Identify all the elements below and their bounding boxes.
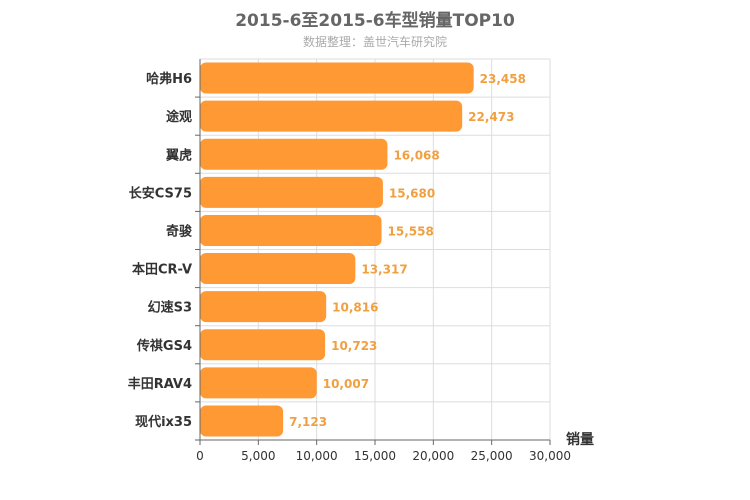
y-tick-label: 途观 bbox=[166, 109, 192, 125]
chart-subtitle: 数据整理：盖世汽车研究院 bbox=[302, 35, 447, 49]
x-tick-label: 0 bbox=[196, 449, 204, 463]
bar bbox=[200, 329, 326, 361]
y-tick-label: 翼虎 bbox=[165, 147, 192, 163]
y-tick-label: 现代ix35 bbox=[135, 414, 192, 430]
data-label: 10,723 bbox=[331, 339, 377, 353]
data-label: 23,458 bbox=[480, 72, 526, 86]
bar bbox=[200, 405, 284, 437]
y-tick-label: 长安CS75 bbox=[129, 185, 192, 201]
data-label: 16,068 bbox=[393, 148, 439, 162]
x-tick-label: 10,000 bbox=[296, 449, 338, 463]
data-label: 7,123 bbox=[289, 415, 327, 429]
data-label: 15,558 bbox=[388, 224, 434, 238]
y-tick-label: 丰田RAV4 bbox=[128, 376, 192, 392]
data-label: 13,317 bbox=[361, 263, 407, 277]
data-label: 10,816 bbox=[332, 301, 378, 315]
bar bbox=[200, 62, 474, 94]
bars: 23,458 22,473 16,068 15,680 15,558 13,317 10,8… bbox=[200, 62, 526, 437]
x-tick-label: 15,000 bbox=[354, 449, 396, 463]
y-tick-label: 奇骏 bbox=[166, 223, 193, 239]
y-tick-label: 本田CR-V bbox=[132, 262, 192, 278]
data-label: 15,680 bbox=[389, 186, 435, 200]
x-tick-label: 20,000 bbox=[412, 449, 454, 463]
bar bbox=[200, 367, 317, 399]
x-tick-label: 5,000 bbox=[241, 449, 275, 463]
data-label: 10,007 bbox=[323, 377, 369, 391]
x-axis-title: 销量 bbox=[566, 431, 594, 448]
bar bbox=[200, 176, 383, 208]
x-tick-label: 25,000 bbox=[471, 449, 513, 463]
bar bbox=[200, 138, 388, 170]
y-tick-label: 传祺GS4 bbox=[136, 338, 192, 354]
bar bbox=[200, 253, 356, 285]
bar bbox=[200, 100, 463, 132]
chart-title: 2015-6至2015-6车型销量TOP10 bbox=[235, 11, 515, 31]
y-tick-label: 哈弗H6 bbox=[146, 71, 192, 87]
x-tick-label: 30,000 bbox=[529, 449, 571, 463]
y-tick-label: 幻速S3 bbox=[148, 300, 192, 316]
bar bbox=[200, 291, 327, 323]
data-label: 22,473 bbox=[468, 110, 514, 124]
bar bbox=[200, 214, 382, 246]
